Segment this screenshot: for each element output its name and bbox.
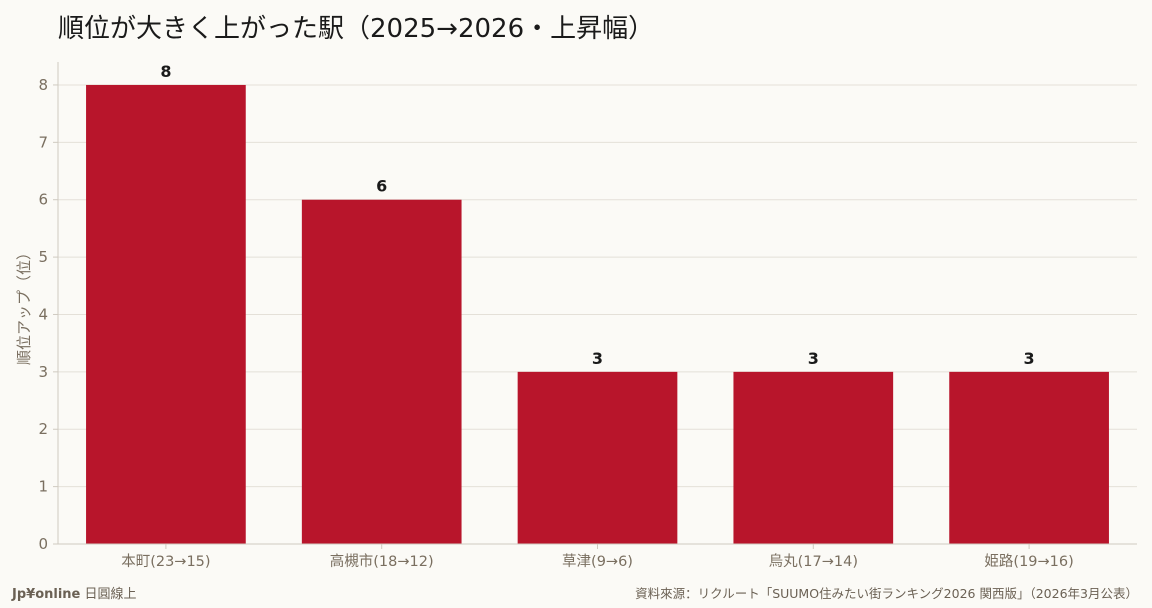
data-label: 3 [1024, 349, 1035, 368]
bar [733, 371, 894, 544]
bar [517, 371, 678, 544]
data-label: 3 [592, 349, 603, 368]
chart-title: 順位が大きく上がった駅（2025→2026・上昇幅） [58, 14, 655, 44]
bar [301, 199, 462, 544]
y-tick-label: 5 [38, 248, 48, 266]
bar [949, 371, 1109, 544]
y-tick-label: 4 [38, 305, 48, 323]
data-label: 6 [376, 177, 387, 196]
footer-brand: Jp¥online 日圓線上 [12, 583, 137, 602]
brand-name: Jp¥online [12, 587, 81, 602]
y-tick-label: 2 [38, 420, 48, 438]
x-tick-label: 烏丸(17→14) [769, 553, 858, 570]
bars [86, 84, 1109, 544]
x-tick-label: 高槻市(18→12) [330, 553, 434, 570]
y-tick-label: 0 [38, 535, 48, 553]
x-tick-label: 姫路(19→16) [984, 553, 1073, 570]
x-tick-label: 本町(23→15) [121, 553, 210, 570]
bar [86, 84, 246, 544]
data-label: 3 [808, 349, 819, 368]
brand-suffix: 日圓線上 [84, 587, 137, 602]
y-tick-label: 3 [38, 363, 48, 381]
y-tick-labels: 0 1 2 3 4 5 6 7 8 [38, 76, 58, 553]
footer-source: 資料來源：リクルート「SUUMO住みたい街ランキング2026 関西版」（2026… [635, 586, 1138, 601]
data-label: 8 [160, 62, 171, 81]
y-tick-label: 1 [38, 478, 48, 496]
y-tick-label: 7 [38, 133, 48, 151]
x-tick-label: 草津(9→6) [562, 553, 633, 570]
y-tick-label: 6 [38, 191, 48, 209]
data-labels: 8 6 3 3 3 [160, 62, 1034, 368]
y-axis-label: 順位アップ（位） [15, 245, 33, 365]
y-tick-label: 8 [38, 76, 48, 94]
x-tick-labels: 本町(23→15) 高槻市(18→12) 草津(9→6) 烏丸(17→14) 姫路(19… [121, 544, 1074, 570]
